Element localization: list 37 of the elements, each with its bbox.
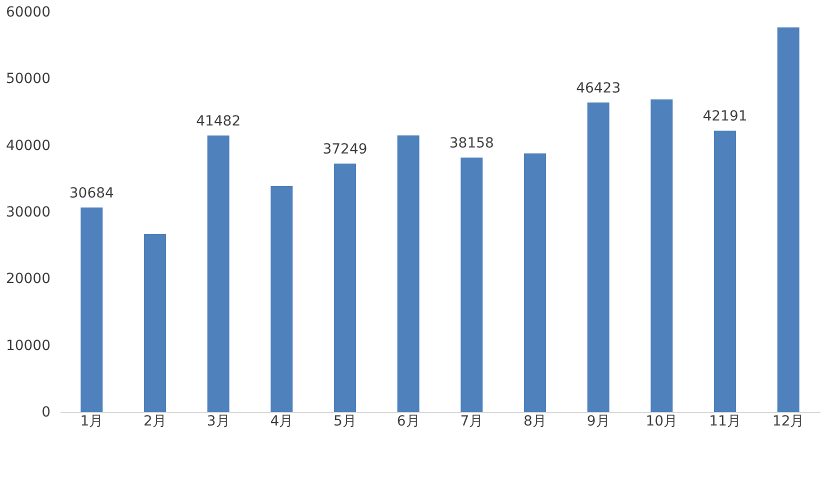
x-tick-label: 11月 [709,414,741,430]
y-tick-label: 40000 [6,138,50,154]
bar [207,135,230,412]
x-tick-label: 4月 [270,414,294,430]
bar [270,186,293,412]
x-tick-label: 2月 [144,414,166,430]
data-label: 30684 [69,185,114,202]
x-tick-label: 6月 [396,414,420,430]
x-tick-label: 10月 [646,414,678,430]
bar [524,153,546,412]
x-tick-label: 5月 [334,414,356,430]
bar [777,27,800,412]
y-tick-label: 0 [42,404,50,420]
x-tick-label: 12月 [772,414,804,430]
bar [587,102,610,412]
y-tick-label: 10000 [6,338,50,354]
data-label: 42191 [702,108,748,125]
x-tick-label: 1月 [80,414,104,430]
bar [460,158,483,412]
bar [144,234,166,412]
data-label: 46423 [576,80,621,97]
x-tick-label: 8月 [524,414,546,430]
bar [650,99,673,412]
x-tick-label: 3月 [206,414,230,430]
y-tick-label: 20000 [6,271,50,288]
bar [334,164,356,412]
y-tick-label: 30000 [6,204,50,220]
y-tick-label: 60000 [6,4,50,20]
data-label: 37249 [322,142,368,158]
bar [397,135,420,412]
bar [80,207,103,412]
y-tick-label: 50000 [6,71,50,88]
x-tick-label: 7月 [460,414,484,430]
bar [714,130,736,412]
data-label: 41482 [196,113,241,130]
data-label: 38158 [449,136,494,152]
x-tick-label: 9月 [586,414,610,430]
